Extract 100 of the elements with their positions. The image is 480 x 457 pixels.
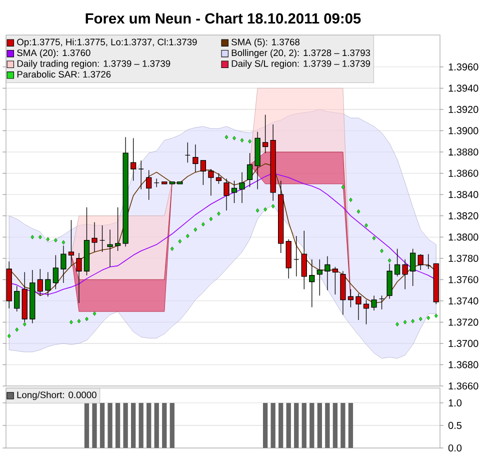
candlestick bbox=[208, 168, 214, 196]
candlestick bbox=[114, 206, 121, 252]
point bbox=[232, 136, 236, 140]
candlestick bbox=[371, 295, 377, 311]
point bbox=[194, 227, 198, 232]
candlestick bbox=[52, 254, 59, 290]
point bbox=[85, 316, 88, 322]
candlestick bbox=[231, 180, 238, 204]
point bbox=[62, 240, 66, 245]
point bbox=[202, 222, 205, 227]
y-tick-label: 1.3920 bbox=[448, 106, 478, 113]
point bbox=[426, 316, 430, 320]
candlestick bbox=[363, 300, 370, 325]
point bbox=[217, 211, 220, 216]
y-tick-label: 1.3860 bbox=[448, 170, 478, 177]
legend-label: Long/Short: 0.0000 bbox=[17, 391, 96, 400]
candlestick bbox=[402, 259, 408, 290]
point bbox=[186, 234, 190, 238]
y-tick-label: 1.0 bbox=[448, 399, 462, 406]
candlestick bbox=[45, 272, 51, 297]
candlestick bbox=[68, 220, 74, 266]
candlestick bbox=[138, 160, 144, 190]
candlestick bbox=[99, 225, 106, 252]
point bbox=[271, 204, 275, 208]
y-tick-label: 1.3740 bbox=[448, 297, 478, 304]
point bbox=[256, 208, 260, 213]
point bbox=[22, 322, 26, 326]
chart-title: Forex um Neun - Chart 18.10.2011 09:05 bbox=[86, 12, 361, 24]
candlestick bbox=[107, 229, 113, 268]
y-tick-label: 1.3900 bbox=[448, 127, 478, 134]
point bbox=[209, 216, 213, 222]
y-tick-label: 0.5 bbox=[448, 422, 462, 429]
y-tick-label: 1.3760 bbox=[448, 276, 478, 284]
point bbox=[248, 139, 252, 144]
y-tick-label: 1.3800 bbox=[448, 234, 478, 241]
point bbox=[15, 327, 19, 332]
candlestick bbox=[76, 252, 82, 304]
candlestick bbox=[378, 295, 385, 310]
y-tick-label: 1.3720 bbox=[448, 318, 478, 326]
legend-label: SMA (5): 1.3768 bbox=[232, 38, 300, 48]
candlestick bbox=[37, 268, 43, 296]
point bbox=[380, 248, 384, 254]
point bbox=[411, 318, 415, 324]
candlestick bbox=[316, 259, 322, 296]
candlestick bbox=[332, 266, 338, 295]
y-tick-label: 1.3820 bbox=[448, 212, 478, 220]
candlestick bbox=[262, 114, 268, 154]
point bbox=[46, 237, 50, 242]
candlestick bbox=[60, 245, 66, 284]
candlestick bbox=[309, 259, 315, 308]
candlestick bbox=[246, 152, 253, 188]
legend-label: Daily trading region: 1.3739 – 1.3739 bbox=[17, 60, 170, 69]
y-tick-label: 1.3960 bbox=[448, 63, 478, 70]
candlestick bbox=[216, 172, 222, 184]
candlestick bbox=[348, 288, 354, 308]
candlestick bbox=[146, 170, 152, 200]
candlestick bbox=[130, 138, 136, 182]
candlestick bbox=[184, 142, 190, 163]
candlestick bbox=[356, 293, 362, 320]
candlestick bbox=[301, 230, 307, 290]
point bbox=[418, 316, 422, 322]
point bbox=[403, 320, 407, 324]
point bbox=[356, 209, 360, 214]
candlestick bbox=[224, 178, 230, 211]
candlestick bbox=[426, 254, 432, 270]
legend-label: Op:1.3775, Hi:1.3775, Lo:1.3737, Cl:1.3739 bbox=[17, 38, 197, 48]
candlestick bbox=[192, 144, 198, 173]
point bbox=[77, 318, 81, 324]
point bbox=[388, 258, 392, 263]
candlestick bbox=[239, 172, 245, 204]
legend-label: Bollinger (20, 2): 1.3728 – 1.3793 bbox=[232, 49, 370, 58]
point bbox=[264, 207, 268, 212]
point bbox=[170, 246, 174, 251]
point bbox=[372, 236, 376, 240]
y-tick-label: 1.3700 bbox=[448, 340, 478, 347]
legend-label: Daily S/L region: 1.3739 – 1.3739 bbox=[232, 60, 370, 69]
candlestick bbox=[14, 286, 20, 312]
point bbox=[178, 239, 182, 244]
point bbox=[341, 184, 345, 190]
point bbox=[396, 322, 399, 326]
point bbox=[30, 234, 34, 240]
point bbox=[92, 311, 96, 316]
point bbox=[434, 314, 438, 318]
candlestick bbox=[418, 254, 424, 270]
point bbox=[54, 238, 58, 242]
point bbox=[7, 334, 11, 338]
point bbox=[70, 320, 73, 324]
y-tick-label: 1.3840 bbox=[448, 191, 478, 198]
y-tick-label: 1.3680 bbox=[448, 361, 478, 368]
point bbox=[364, 223, 368, 228]
y-tick-label: 1.3940 bbox=[448, 84, 478, 92]
point bbox=[349, 198, 352, 202]
candlestick bbox=[410, 248, 416, 286]
candlestick bbox=[394, 248, 400, 277]
candlestick bbox=[294, 236, 300, 277]
point bbox=[240, 138, 244, 142]
candlestick bbox=[92, 222, 98, 252]
candlestick bbox=[200, 160, 206, 186]
y-tick-label: 1.3660 bbox=[448, 382, 478, 390]
candlestick bbox=[324, 256, 330, 291]
